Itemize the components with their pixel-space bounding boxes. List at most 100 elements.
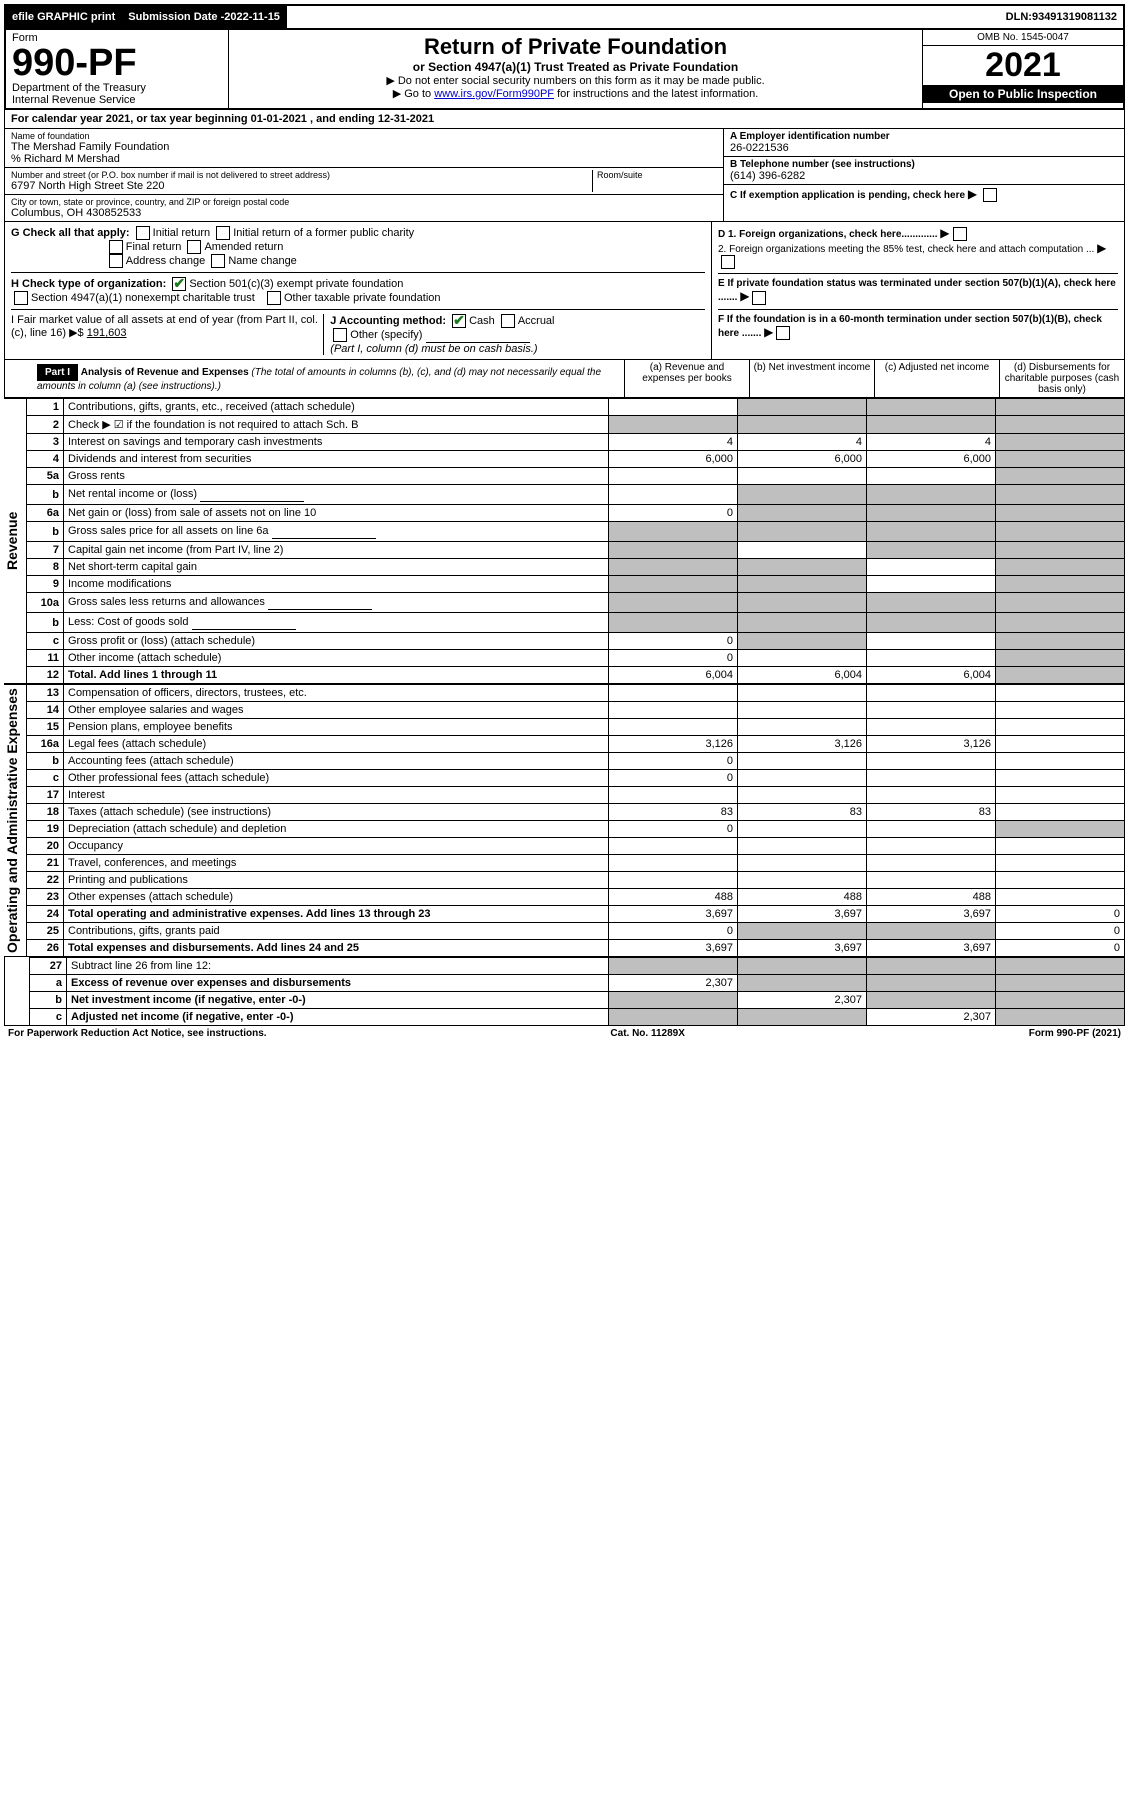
cell-value: 3,126: [609, 736, 738, 753]
line-input[interactable]: [268, 595, 372, 610]
line-desc: Check ▶ ☑ if the foundation is not requi…: [64, 416, 609, 434]
table-row: 24Total operating and administrative exp…: [27, 906, 1125, 923]
line-desc: Other income (attach schedule): [64, 650, 609, 667]
subtract-spacer: [4, 957, 30, 1026]
cell-shaded: [867, 958, 996, 975]
h-row: H Check type of organization: Section 50…: [11, 272, 705, 305]
cell-shaded: [996, 613, 1125, 633]
line-desc: Total operating and administrative expen…: [64, 906, 609, 923]
cell-shaded: [996, 399, 1125, 416]
d1-label: D 1. Foreign organizations, check here..…: [718, 229, 938, 240]
g-opt-5: Name change: [228, 255, 297, 267]
cell-shaded: [738, 633, 867, 650]
line-input[interactable]: [200, 487, 304, 502]
g-amended-checkbox[interactable]: [187, 240, 201, 254]
cell-value: [609, 485, 738, 505]
line-number: 21: [27, 855, 64, 872]
line-desc: Gross profit or (loss) (attach schedule): [64, 633, 609, 650]
j-accrual-checkbox[interactable]: [501, 314, 515, 328]
line-desc: Total expenses and disbursements. Add li…: [64, 940, 609, 957]
line-desc: Pension plans, employee benefits: [64, 719, 609, 736]
line-desc: Excess of revenue over expenses and disb…: [67, 975, 609, 992]
j-other-checkbox[interactable]: [333, 328, 347, 342]
h-other-checkbox[interactable]: [267, 291, 281, 305]
cell-shaded: [996, 975, 1125, 992]
cell-value: [738, 838, 867, 855]
g-initial-former-checkbox[interactable]: [216, 226, 230, 240]
col-d-header: (d) Disbursements for charitable purpose…: [999, 360, 1124, 397]
form-title: Return of Private Foundation: [233, 34, 918, 60]
header-center: Return of Private Foundation or Section …: [229, 30, 922, 108]
cell-value: 0: [609, 753, 738, 770]
line-number: b: [27, 613, 64, 633]
col-b-header: (b) Net investment income: [749, 360, 874, 397]
submission-date: 2022-11-15: [224, 11, 280, 23]
dln-seg: DLN: 93491319081132: [1000, 6, 1123, 28]
line-number: 23: [27, 889, 64, 906]
g-opt-1: Initial return of a former public charit…: [233, 227, 414, 239]
table-row: bLess: Cost of goods sold: [27, 613, 1125, 633]
cell-value: [738, 770, 867, 787]
c-checkbox[interactable]: [983, 188, 997, 202]
table-row: 25Contributions, gifts, grants paid00: [27, 923, 1125, 940]
line-desc: Occupancy: [64, 838, 609, 855]
i-cell: I Fair market value of all assets at end…: [11, 314, 323, 355]
line-number: c: [27, 633, 64, 650]
table-row: bGross sales price for all assets on lin…: [27, 522, 1125, 542]
line-input[interactable]: [192, 615, 296, 630]
footer-right: Form 990-PF (2021): [1029, 1028, 1121, 1039]
line-number: 12: [27, 667, 64, 684]
table-row: 12Total. Add lines 1 through 116,0046,00…: [27, 667, 1125, 684]
submission-seg: Submission Date - 2022-11-15: [122, 6, 287, 28]
form-header: Form 990-PF Department of the Treasury I…: [4, 30, 1125, 110]
g-final-checkbox[interactable]: [109, 240, 123, 254]
j-cash-checkbox[interactable]: [452, 314, 466, 328]
line-number: b: [30, 992, 67, 1009]
cell-value: 0: [609, 770, 738, 787]
cell-value: 3,697: [738, 940, 867, 957]
part1-spacer: [5, 360, 31, 397]
instr-link[interactable]: www.irs.gov/Form990PF: [434, 88, 554, 100]
d1-checkbox[interactable]: [953, 227, 967, 241]
g-initial-checkbox[interactable]: [136, 226, 150, 240]
cell-shaded: [609, 613, 738, 633]
cell-shaded: [996, 559, 1125, 576]
d2-checkbox[interactable]: [721, 255, 735, 269]
cell-shaded: [738, 399, 867, 416]
line-number: 9: [27, 576, 64, 593]
j-note: (Part I, column (d) must be on cash basi…: [330, 343, 537, 355]
cell-value: [609, 787, 738, 804]
line-desc: Accounting fees (attach schedule): [64, 753, 609, 770]
h-4947-checkbox[interactable]: [14, 291, 28, 305]
h-501c3-checkbox[interactable]: [172, 277, 186, 291]
cell-shaded: [609, 958, 738, 975]
cell-shaded: [738, 559, 867, 576]
cell-value: [867, 559, 996, 576]
table-row: bAccounting fees (attach schedule)0: [27, 753, 1125, 770]
cell-shaded: [867, 505, 996, 522]
cell-value: 4: [738, 434, 867, 451]
cell-shaded: [867, 485, 996, 505]
j-other-input[interactable]: [426, 328, 530, 343]
line-desc: Total. Add lines 1 through 11: [64, 667, 609, 684]
line-desc: Other expenses (attach schedule): [64, 889, 609, 906]
g-address-checkbox[interactable]: [109, 254, 123, 268]
cell-value: [867, 633, 996, 650]
table-row: cOther professional fees (attach schedul…: [27, 770, 1125, 787]
line-number: 14: [27, 702, 64, 719]
phone-cell: B Telephone number (see instructions) (6…: [724, 157, 1124, 185]
cell-value: 83: [867, 804, 996, 821]
cell-shaded: [738, 958, 867, 975]
g-name-checkbox[interactable]: [211, 254, 225, 268]
dln-label: DLN:: [1006, 11, 1032, 23]
cell-value: [867, 753, 996, 770]
line-input[interactable]: [272, 524, 376, 539]
cell-value: 2,307: [609, 975, 738, 992]
table-row: 11Other income (attach schedule)0: [27, 650, 1125, 667]
line-desc: Net short-term capital gain: [64, 559, 609, 576]
part1-badge: Part I: [37, 364, 78, 381]
f-checkbox[interactable]: [776, 326, 790, 340]
e-checkbox[interactable]: [752, 291, 766, 305]
cell-value: 2,307: [867, 1009, 996, 1026]
line-number: 24: [27, 906, 64, 923]
